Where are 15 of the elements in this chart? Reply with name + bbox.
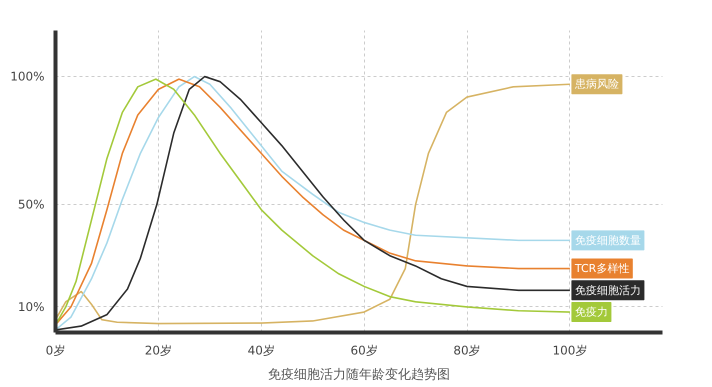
series-label: 患病风险 bbox=[574, 78, 619, 91]
x-tick-label: 60岁 bbox=[350, 344, 378, 358]
x-tick-label: 100岁 bbox=[552, 344, 588, 358]
text: 免疫细胞活力随年龄变化趋势图 bbox=[268, 368, 450, 382]
x-tick-label: 80岁 bbox=[453, 344, 481, 358]
series-label: 免疫力 bbox=[574, 306, 608, 319]
y-tick-label: 100% bbox=[10, 70, 45, 84]
series-label: 免疫细胞数量 bbox=[574, 234, 641, 247]
series-label: 免疫细胞活力 bbox=[574, 284, 641, 297]
x-tick-label: 0岁 bbox=[46, 344, 66, 358]
x-tick-label: 40岁 bbox=[248, 344, 275, 358]
x-tick-label: 20岁 bbox=[144, 344, 172, 358]
y-tick-label: 50% bbox=[18, 198, 44, 212]
y-tick-label: 10% bbox=[18, 300, 44, 314]
series-label: TCR多样性 bbox=[574, 262, 630, 276]
